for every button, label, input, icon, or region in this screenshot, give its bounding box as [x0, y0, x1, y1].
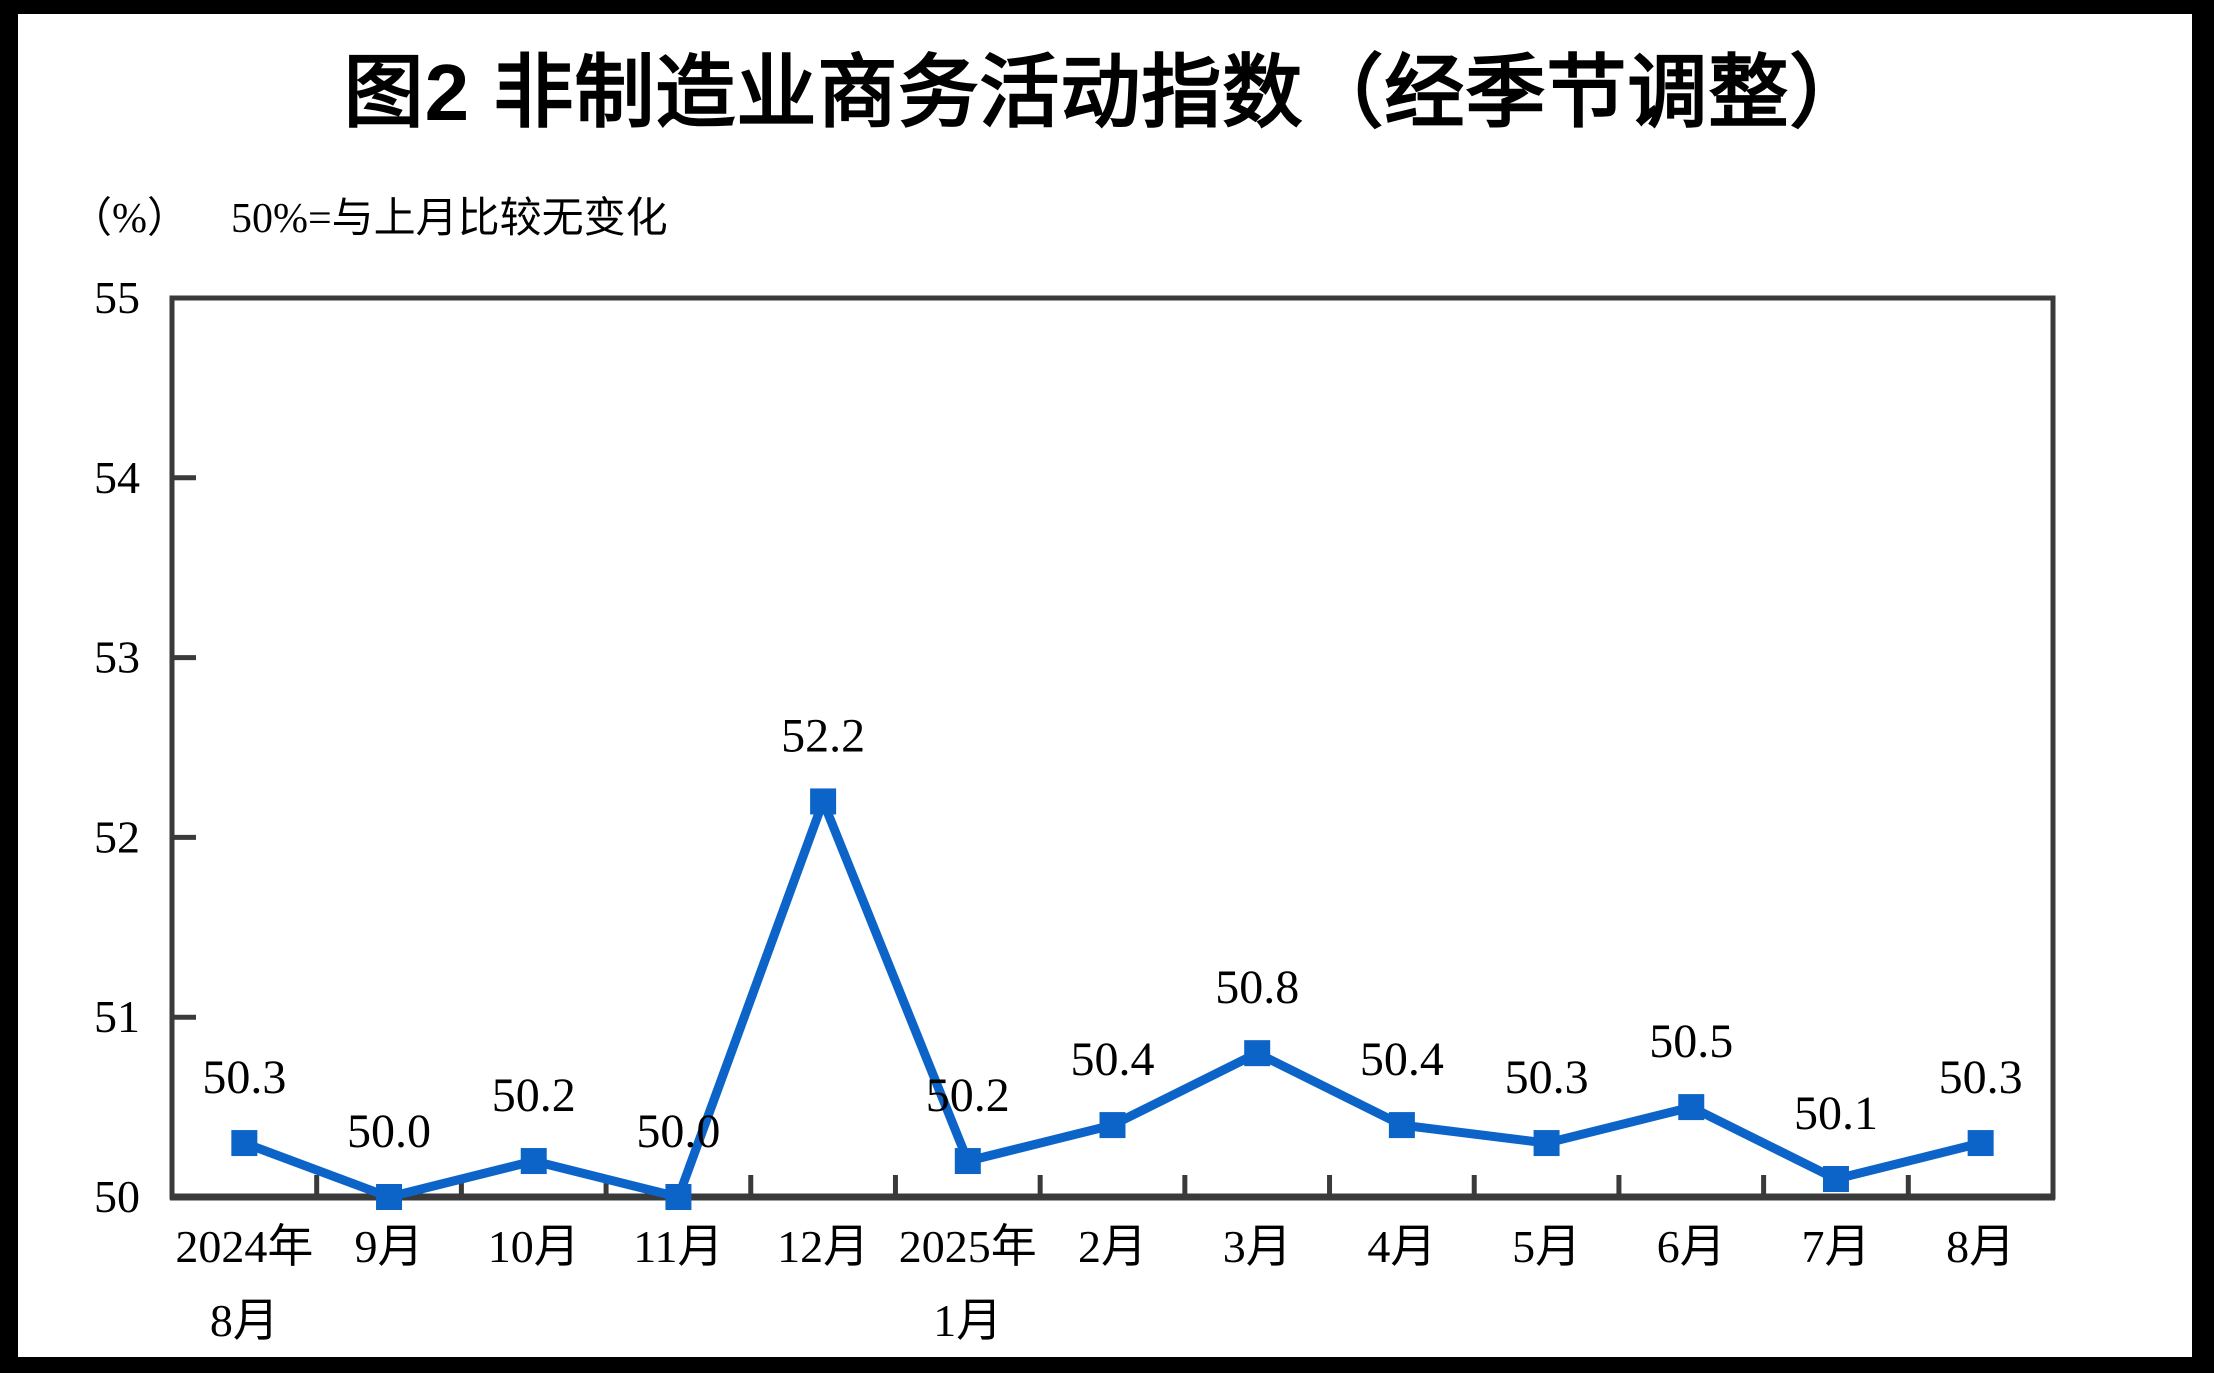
x-tick-label: 9月 [355, 1221, 424, 1272]
data-label: 50.1 [1794, 1087, 1878, 1140]
data-label: 50.8 [1215, 961, 1299, 1014]
data-label: 50.3 [1939, 1051, 2023, 1104]
y-tick-label: 55 [94, 272, 140, 323]
data-label: 50.0 [347, 1105, 431, 1158]
data-point-marker [1099, 1112, 1126, 1139]
data-point-marker [810, 788, 837, 815]
data-label: 50.2 [492, 1069, 576, 1122]
data-label: 50.5 [1649, 1015, 1733, 1068]
x-tick-label: 5月 [1512, 1221, 1581, 1272]
data-label: 50.4 [1360, 1033, 1444, 1086]
chart-note: 50%=与上月比较无变化 [231, 196, 668, 242]
data-point-marker [954, 1148, 981, 1175]
data-label: 52.2 [781, 709, 865, 762]
data-label: 50.3 [202, 1051, 286, 1104]
x-tick-label: 2月 [1078, 1221, 1147, 1272]
y-axis-unit-label: （%） [70, 196, 189, 242]
y-tick-label: 54 [94, 452, 140, 503]
data-label: 50.0 [636, 1105, 720, 1158]
chart-title: 图2 非制造业商务活动指数（经季节调整） [343, 48, 1871, 137]
data-label: 50.4 [1071, 1033, 1155, 1086]
data-point-marker [665, 1184, 692, 1210]
x-tick-label: 3月 [1223, 1221, 1292, 1272]
x-tick-label: 6月 [1657, 1221, 1726, 1272]
data-point-marker [1388, 1112, 1415, 1139]
data-point-marker [1678, 1094, 1705, 1121]
x-tick-label: 7月 [1801, 1221, 1870, 1272]
x-tick-label: 2025年 1月 [899, 1221, 1037, 1346]
chart-subtitle: （%） 50%=与上月比较无变化 [70, 184, 668, 245]
y-tick-label: 53 [94, 632, 140, 683]
data-point-marker [231, 1130, 258, 1157]
x-tick-label: 10月 [488, 1221, 580, 1272]
x-tick-label: 2024年 8月 [175, 1221, 313, 1346]
data-point-marker [1967, 1130, 1994, 1157]
x-tick-label: 8月 [1946, 1221, 2015, 1272]
data-label: 50.3 [1505, 1051, 1589, 1104]
data-point-marker [1533, 1130, 1560, 1157]
y-tick-label: 51 [94, 991, 140, 1042]
data-point-marker [376, 1184, 403, 1210]
data-point-marker [1822, 1166, 1849, 1193]
data-point-marker [520, 1148, 547, 1175]
y-tick-label: 52 [94, 811, 140, 862]
y-tick-label: 50 [94, 1171, 140, 1222]
x-tick-label: 11月 [633, 1221, 723, 1272]
data-point-marker [1244, 1040, 1271, 1067]
x-tick-label: 12月 [777, 1221, 869, 1272]
x-tick-label: 4月 [1367, 1221, 1436, 1272]
data-label: 50.2 [926, 1069, 1010, 1122]
